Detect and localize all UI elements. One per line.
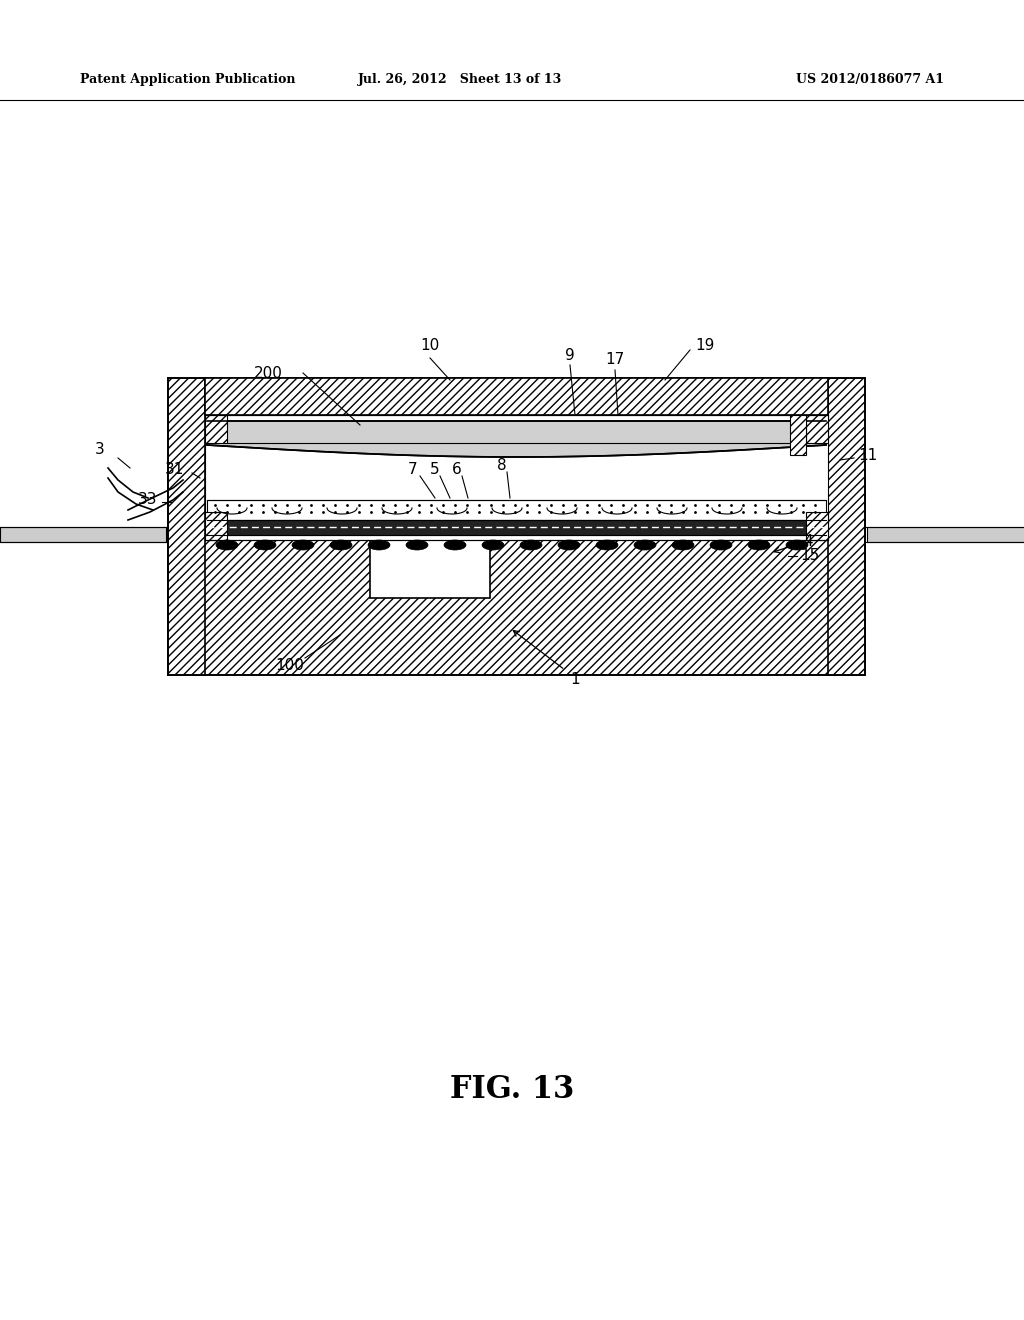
Bar: [207, 520, 826, 535]
Text: 1: 1: [570, 672, 580, 688]
Text: FIG. 13: FIG. 13: [450, 1074, 574, 1106]
Ellipse shape: [748, 540, 770, 550]
Ellipse shape: [596, 540, 618, 550]
Bar: [205, 414, 227, 444]
Text: 15: 15: [801, 549, 819, 564]
Ellipse shape: [406, 540, 428, 550]
Text: 100: 100: [275, 657, 304, 672]
Bar: [370, 531, 490, 598]
Text: 7: 7: [409, 462, 418, 478]
Bar: [168, 478, 865, 675]
Bar: [207, 500, 826, 520]
Ellipse shape: [672, 540, 694, 550]
Text: 3: 3: [95, 442, 104, 458]
Text: 33: 33: [138, 492, 158, 507]
Text: 4: 4: [803, 535, 813, 549]
Text: 5: 5: [430, 462, 440, 478]
Bar: [168, 378, 205, 675]
Ellipse shape: [558, 540, 580, 550]
Text: 10: 10: [421, 338, 439, 352]
Text: 19: 19: [695, 338, 715, 352]
Text: Jul. 26, 2012   Sheet 13 of 13: Jul. 26, 2012 Sheet 13 of 13: [357, 74, 562, 87]
Bar: [205, 512, 227, 540]
Ellipse shape: [520, 540, 542, 550]
Text: Patent Application Publication: Patent Application Publication: [80, 74, 296, 87]
Bar: [867, 527, 1024, 543]
Ellipse shape: [634, 540, 656, 550]
Ellipse shape: [368, 540, 390, 550]
Ellipse shape: [254, 540, 276, 550]
Text: 11: 11: [858, 447, 878, 462]
Text: 8: 8: [498, 458, 507, 473]
Text: US 2012/0186077 A1: US 2012/0186077 A1: [796, 74, 944, 87]
Text: 9: 9: [565, 347, 574, 363]
Ellipse shape: [216, 540, 238, 550]
Text: 6: 6: [453, 462, 462, 478]
Text: 200: 200: [254, 366, 283, 380]
Polygon shape: [207, 421, 826, 457]
Ellipse shape: [710, 540, 732, 550]
Bar: [205, 378, 828, 414]
Bar: [806, 414, 828, 444]
Bar: [806, 512, 828, 540]
Text: 17: 17: [605, 352, 625, 367]
Ellipse shape: [444, 540, 466, 550]
Bar: [828, 378, 865, 675]
Ellipse shape: [292, 540, 314, 550]
Text: 31: 31: [165, 462, 184, 478]
Ellipse shape: [786, 540, 808, 550]
Bar: [0, 527, 166, 543]
Bar: [790, 414, 806, 455]
Ellipse shape: [482, 540, 504, 550]
Bar: [205, 414, 828, 540]
Ellipse shape: [330, 540, 352, 550]
